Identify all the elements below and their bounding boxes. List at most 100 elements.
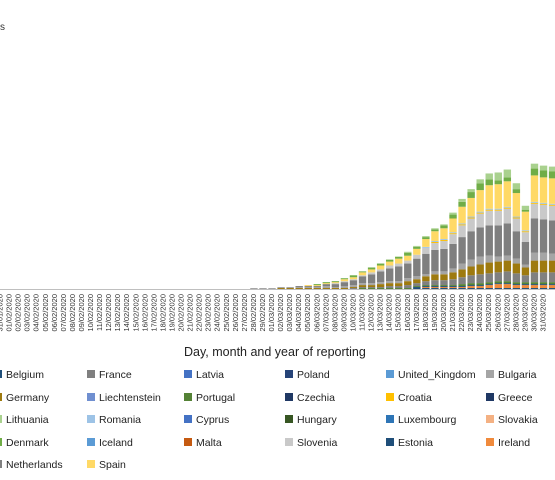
- bar-segment-denmark-27-03-2020: [503, 177, 512, 182]
- bar-segment-lithuania-26-03-2020: [494, 172, 502, 181]
- bar-segment-spain-19-03-2020: [431, 231, 439, 242]
- bar-segment-denmark-24-03-2020: [476, 183, 484, 191]
- bar-segment-belgium-24-03-2020: [476, 288, 484, 289]
- bar-segment-ireland-24-03-2020: [476, 286, 484, 289]
- bars-layer: [250, 163, 555, 289]
- bar-segment-lithuania-16-03-2020: [404, 251, 412, 253]
- bar-segment-portugal-16-03-2020: [404, 288, 412, 289]
- bar-segment-france-05-03-2020: [304, 286, 312, 288]
- bar-segment-ireland-31-03-2020: [539, 285, 548, 289]
- bar-segment-spain-29-03-2020: [521, 211, 530, 231]
- bar-segment-spain-01-04-2020: [548, 178, 555, 204]
- bar-segment-estonia-29-03-2020: [521, 284, 530, 286]
- bar-segment-slovenia-21-03-2020: [449, 234, 457, 244]
- bar-segment-denmark-13-03-2020: [376, 263, 385, 266]
- bar-segment-lithuania-18-03-2020: [422, 236, 430, 238]
- bar-segment-ireland-19-03-2020: [431, 287, 439, 289]
- bar-segment-bulgaria-13-03-2020: [376, 282, 385, 285]
- bar-segment-bulgaria-29-03-2020: [521, 264, 530, 268]
- bar-segment-netherlands-19-03-2020: [431, 280, 439, 286]
- bar-segment-spain-11-03-2020: [358, 272, 367, 276]
- bar-segment-germany-23-03-2020: [467, 266, 475, 276]
- x-tick-label: 29/02/2020: [258, 294, 267, 332]
- x-tick-label: 01/03/2020: [267, 294, 276, 332]
- bar-segment-belgium-01-04-2020: [548, 288, 555, 289]
- bar-segment-spain-24-03-2020: [476, 190, 484, 212]
- bar-segment-germany-11-03-2020: [358, 285, 367, 288]
- legend-label-ireland: Ireland: [498, 437, 530, 449]
- bar-segment-denmark-26-03-2020: [494, 180, 502, 185]
- bar-segment-bulgaria-08-03-2020: [331, 287, 340, 289]
- legend-swatch-france: [87, 370, 95, 378]
- bar-segment-estonia-22-03-2020: [458, 286, 466, 288]
- bar-segment-portugal-13-03-2020: [376, 288, 385, 289]
- bar-segment-denmark-17-03-2020: [413, 246, 421, 249]
- x-tick-label: 11/03/2020: [358, 294, 367, 331]
- bar-segment-germany-08-03-2020: [331, 288, 340, 289]
- bar-segment-bulgaria-30-03-2020: [530, 252, 539, 261]
- bar-segment-portugal-21-03-2020: [449, 285, 457, 287]
- bar-segment-portugal-17-03-2020: [413, 286, 421, 288]
- x-tick-label: 25/03/2020: [484, 294, 493, 332]
- legend-swatch-czechia: [285, 393, 293, 401]
- bar-segment-belgium-30-03-2020: [530, 288, 539, 289]
- bar-segment-slovenia-24-03-2020: [476, 213, 484, 228]
- legend-label-belgium: Belgium: [6, 369, 44, 381]
- bar-segment-estonia-28-03-2020: [512, 284, 521, 286]
- bar-segment-spain-18-03-2020: [422, 239, 430, 247]
- x-tick-label: 07/02/2020: [59, 294, 68, 332]
- bar-segment-denmark-09-03-2020: [340, 278, 349, 280]
- legend-label-estonia: Estonia: [398, 437, 433, 449]
- legend-label-iceland: Iceland: [99, 437, 133, 449]
- bar-segment-slovenia-01-04-2020: [548, 205, 555, 221]
- x-tick-label: 24/03/2020: [475, 294, 484, 332]
- bar-segment-ireland-30-03-2020: [530, 285, 539, 289]
- bar-segment-bulgaria-28-02-2020: [250, 288, 258, 289]
- legend-swatch-bulgaria: [486, 370, 494, 378]
- bar-segment-lithuania-21-03-2020: [449, 212, 457, 215]
- bar-segment-romania-19-03-2020: [431, 241, 439, 242]
- bar-segment-spain-25-03-2020: [485, 185, 493, 209]
- bar-segment-portugal-29-03-2020: [521, 282, 530, 285]
- bar-segment-belgium-26-03-2020: [494, 288, 502, 289]
- bar-segment-netherlands-10-03-2020: [349, 288, 358, 289]
- legend-swatch-latvia: [184, 370, 192, 378]
- bar-segment-lithuania-24-03-2020: [476, 179, 484, 184]
- bar-segment-germany-10-03-2020: [349, 287, 358, 289]
- bar-segment-denmark-10-03-2020: [349, 275, 358, 278]
- bar-segment-bulgaria-25-03-2020: [485, 255, 493, 263]
- bar-segment-denmark-01-04-2020: [548, 171, 555, 179]
- bar-segment-denmark-15-03-2020: [395, 256, 403, 259]
- bar-segment-lithuania-01-04-2020: [548, 166, 555, 172]
- bar-segment-portugal-18-03-2020: [422, 285, 430, 287]
- bar-segment-spain-10-03-2020: [349, 277, 358, 280]
- x-tick-label: 31/03/2020: [539, 294, 548, 332]
- x-tick-label: 27/03/2020: [502, 294, 511, 332]
- x-tick-label: 18/02/2020: [158, 294, 167, 332]
- bar-segment-spain-05-03-2020: [304, 285, 312, 287]
- bar-segment-denmark-30-03-2020: [530, 168, 539, 176]
- x-tick-label: 22/03/2020: [457, 294, 466, 332]
- x-tick-label: 14/02/2020: [122, 294, 131, 332]
- bar-segment-portugal-31-03-2020: [539, 282, 548, 285]
- x-tick-label: 12/03/2020: [367, 294, 376, 332]
- bar-segment-portugal-22-03-2020: [458, 284, 466, 287]
- legend-label-greece: Greece: [498, 392, 533, 404]
- bar-segment-netherlands-25-03-2020: [485, 273, 493, 283]
- bar-segment-romania-30-03-2020: [530, 201, 539, 203]
- x-tick-label: 28/02/2020: [249, 294, 258, 332]
- bar-segment-bulgaria-21-03-2020: [449, 268, 457, 273]
- bar-segment-ireland-20-03-2020: [440, 287, 448, 289]
- legend-swatch-croatia: [386, 393, 394, 401]
- legend-swatch-netherlands: [0, 460, 2, 468]
- bar-segment-croatia-19-03-2020: [431, 242, 439, 243]
- bar-segment-netherlands-31-03-2020: [539, 272, 548, 283]
- bar-segment-netherlands-26-03-2020: [494, 272, 502, 282]
- bar-segment-bulgaria-02-03-2020: [277, 287, 285, 289]
- bar-segment-belgium-17-03-2020: [413, 288, 421, 289]
- bar-segment-lithuania-22-03-2020: [458, 198, 466, 202]
- bar-segment-slovenia-26-03-2020: [494, 210, 502, 226]
- x-tick-label: 18/03/2020: [421, 294, 430, 332]
- bar-segment-netherlands-12-03-2020: [367, 287, 376, 289]
- bar-segment-france-24-03-2020: [476, 227, 484, 257]
